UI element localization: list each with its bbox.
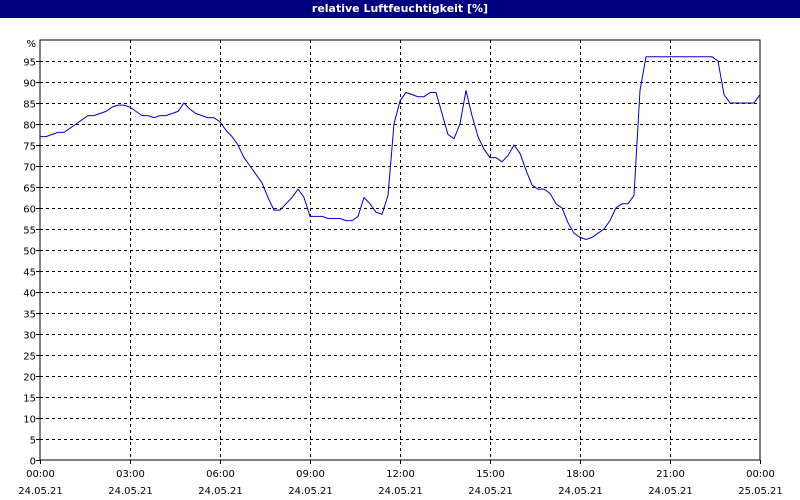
y-tick-label: 0 <box>30 457 36 468</box>
y-tick-label: 30 <box>23 331 36 342</box>
x-tick-time-label: 00:00 <box>746 469 775 480</box>
y-tick-label: 20 <box>23 373 36 384</box>
x-tick-time-label: 12:00 <box>386 469 415 480</box>
y-tick-label: 80 <box>23 121 36 132</box>
y-tick-label: 75 <box>23 142 36 153</box>
y-tick-label: 5 <box>30 436 36 447</box>
y-tick-label: 60 <box>23 205 36 216</box>
x-tick-time-label: 03:00 <box>116 469 145 480</box>
x-tick-date-label: 24.05.21 <box>648 486 693 497</box>
y-tick-label: 90 <box>23 79 36 90</box>
x-tick-time-label: 09:00 <box>296 469 325 480</box>
y-tick-label: 95 <box>23 58 36 69</box>
x-tick-time-label: 00:00 <box>26 469 55 480</box>
x-tick-time-label: 18:00 <box>566 469 595 480</box>
x-tick-date-label: 25.05.21 <box>738 486 783 497</box>
y-tick-label: 55 <box>23 226 36 237</box>
y-tick-label: 85 <box>23 100 36 111</box>
y-tick-label: 65 <box>23 184 36 195</box>
y-axis-unit-label: % <box>26 39 36 50</box>
y-tick-label: 50 <box>23 247 36 258</box>
x-tick-date-label: 24.05.21 <box>108 486 153 497</box>
y-tick-label: 35 <box>23 310 36 321</box>
x-tick-date-label: 24.05.21 <box>198 486 243 497</box>
x-tick-date-label: 24.05.21 <box>378 486 423 497</box>
x-tick-time-label: 15:00 <box>476 469 505 480</box>
x-tick-time-label: 06:00 <box>206 469 235 480</box>
x-tick-date-label: 24.05.21 <box>288 486 333 497</box>
y-tick-label: 40 <box>23 289 36 300</box>
y-tick-label: 45 <box>23 268 36 279</box>
humidity-series-line <box>40 56 761 241</box>
chart-title: relative Luftfeuchtigkeit [%] <box>0 0 800 18</box>
y-tick-label: 25 <box>23 352 36 363</box>
x-tick-date-label: 24.05.21 <box>18 486 63 497</box>
y-tick-label: 10 <box>23 415 36 426</box>
y-tick-label: 15 <box>23 394 36 405</box>
y-tick-label: 70 <box>23 163 36 174</box>
x-tick-time-label: 21:00 <box>656 469 685 480</box>
x-tick-date-label: 24.05.21 <box>558 486 603 497</box>
x-tick-date-label: 24.05.21 <box>468 486 513 497</box>
